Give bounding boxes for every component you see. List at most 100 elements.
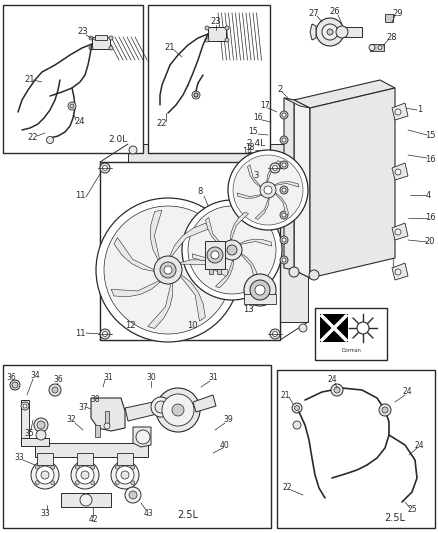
Bar (3, 365, 271, 528)
Circle shape (289, 267, 299, 277)
Polygon shape (247, 165, 261, 187)
Circle shape (109, 46, 113, 50)
Circle shape (160, 262, 176, 278)
Text: 7: 7 (272, 255, 278, 264)
Polygon shape (21, 438, 49, 446)
Polygon shape (100, 162, 280, 340)
Text: 21: 21 (280, 391, 290, 400)
Circle shape (282, 138, 286, 142)
Bar (3, 5, 143, 153)
Text: 13: 13 (243, 305, 253, 314)
Polygon shape (310, 88, 395, 278)
Circle shape (51, 465, 55, 469)
Text: 11: 11 (75, 190, 85, 199)
Circle shape (280, 111, 288, 119)
Bar (370, 44, 384, 51)
Polygon shape (241, 253, 258, 282)
Circle shape (41, 471, 49, 479)
Circle shape (36, 430, 46, 440)
Bar (320, 314, 348, 342)
Circle shape (316, 18, 344, 46)
Circle shape (207, 247, 223, 263)
Polygon shape (35, 443, 148, 457)
Text: 21: 21 (25, 76, 35, 85)
Circle shape (31, 461, 59, 489)
Bar (277, 370, 435, 528)
Text: 40: 40 (220, 440, 230, 449)
Circle shape (255, 285, 265, 295)
Circle shape (205, 38, 209, 42)
Polygon shape (392, 163, 408, 180)
Circle shape (264, 186, 272, 194)
Circle shape (68, 102, 76, 110)
Circle shape (282, 113, 286, 117)
Text: 26: 26 (330, 7, 340, 17)
Circle shape (102, 166, 107, 171)
Circle shape (71, 461, 99, 489)
Circle shape (76, 466, 94, 484)
Polygon shape (392, 223, 408, 240)
Text: 30: 30 (146, 373, 156, 382)
Circle shape (131, 481, 135, 485)
Text: 24: 24 (402, 387, 412, 397)
Circle shape (336, 26, 348, 38)
Circle shape (34, 418, 48, 432)
Polygon shape (91, 398, 125, 431)
Text: 14: 14 (242, 148, 252, 157)
Circle shape (192, 91, 200, 99)
Polygon shape (205, 217, 223, 247)
Polygon shape (244, 294, 276, 304)
Bar (148, 5, 270, 153)
Circle shape (379, 404, 391, 416)
Text: 23: 23 (211, 18, 221, 27)
Polygon shape (230, 212, 248, 240)
Polygon shape (193, 395, 216, 412)
Polygon shape (274, 182, 299, 187)
Circle shape (129, 491, 137, 499)
Circle shape (282, 258, 286, 262)
Text: 38: 38 (90, 395, 100, 405)
Circle shape (280, 236, 288, 244)
Bar (340, 27, 362, 37)
Circle shape (270, 163, 280, 173)
Circle shape (299, 146, 307, 154)
Polygon shape (275, 193, 289, 215)
Circle shape (111, 461, 139, 489)
Circle shape (35, 481, 39, 485)
Circle shape (322, 24, 338, 40)
Circle shape (12, 382, 18, 388)
Text: 42: 42 (88, 515, 98, 524)
Circle shape (36, 466, 54, 484)
Text: 12: 12 (125, 320, 135, 329)
Text: 21: 21 (165, 43, 175, 52)
Circle shape (115, 465, 119, 469)
Circle shape (334, 387, 340, 393)
Text: 17: 17 (260, 101, 270, 109)
Polygon shape (148, 283, 173, 328)
Circle shape (37, 421, 45, 429)
Circle shape (104, 206, 232, 334)
Text: 33: 33 (40, 508, 50, 518)
Circle shape (23, 404, 27, 408)
Circle shape (80, 494, 92, 506)
Polygon shape (255, 198, 269, 220)
Text: 2.4L: 2.4L (247, 139, 265, 148)
Polygon shape (61, 493, 111, 507)
Polygon shape (128, 144, 308, 322)
Circle shape (46, 136, 53, 143)
Polygon shape (392, 103, 408, 120)
Text: 16: 16 (253, 114, 263, 123)
Circle shape (260, 182, 276, 198)
Circle shape (309, 270, 319, 280)
Circle shape (395, 269, 401, 275)
Circle shape (233, 155, 303, 225)
Circle shape (280, 256, 288, 264)
Circle shape (282, 163, 286, 167)
Circle shape (156, 388, 200, 432)
Circle shape (70, 104, 74, 108)
Text: 28: 28 (387, 33, 397, 42)
Circle shape (129, 324, 137, 332)
Circle shape (75, 481, 79, 485)
Text: 8: 8 (197, 188, 203, 197)
Circle shape (282, 238, 286, 242)
